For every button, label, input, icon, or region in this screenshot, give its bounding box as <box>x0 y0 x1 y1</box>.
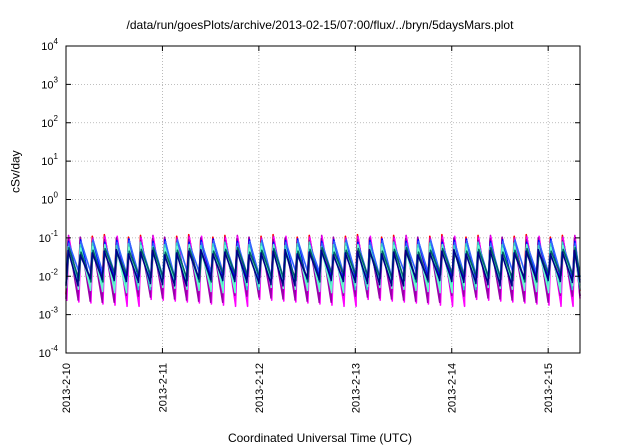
x-axis: 2013-2-10 2013-2-11 2013-2-12 2013-2-13 2013… <box>61 46 555 413</box>
y-tick-label: 102 <box>41 114 58 130</box>
x-tick-label: 2013-2-12 <box>254 363 266 413</box>
y-tick-label: 104 <box>41 37 58 53</box>
y-tick-label: 101 <box>41 152 58 168</box>
x-tick-label: 2013-2-10 <box>61 363 73 413</box>
grid <box>66 46 580 353</box>
plot-frame <box>65 45 581 354</box>
chart-title: /data/run/goesPlots/archive/2013-02-15/0… <box>126 18 514 32</box>
y-tick-label: 103 <box>41 75 58 91</box>
x-tick-label: 2013-2-11 <box>157 363 169 412</box>
y-tick-label: 10-4 <box>39 344 59 360</box>
x-tick-label: 2013-2-15 <box>543 363 555 413</box>
x-tick-label: 2013-2-14 <box>447 363 459 413</box>
series-line <box>65 248 581 287</box>
y-tick-label: 10-1 <box>39 229 59 245</box>
y-tick-label: 100 <box>41 191 58 207</box>
y-axis: 104 103 102 101 100 10-1 10-2 10-3 10-4 <box>39 37 580 360</box>
x-tick-label: 2013-2-13 <box>350 363 362 413</box>
y-tick-label: 10-2 <box>39 267 59 283</box>
series-group <box>65 233 581 308</box>
y-tick-label: 10-3 <box>39 306 59 322</box>
x-axis-label: Coordinated Universal Time (UTC) <box>227 431 413 445</box>
